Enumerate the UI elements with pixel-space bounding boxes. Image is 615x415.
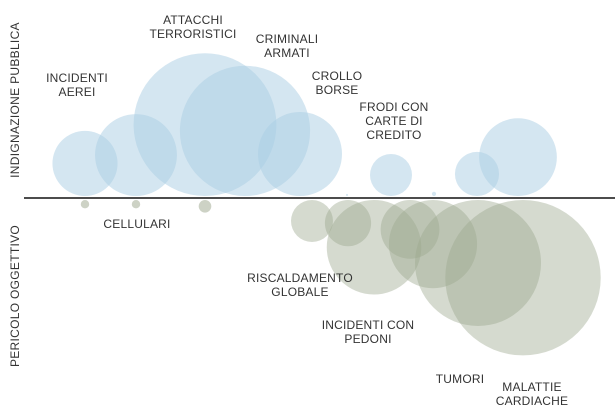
label-line-cellulari: CELLULARI [103,217,170,231]
outrage-bubble-unlabeled-1 [345,193,349,196]
label-tumori: TUMORI [436,372,485,386]
outrage-bubble-crollo-borse [258,112,342,196]
danger-markers [80,200,212,213]
label-frodi-carte-di-credito: FRODI CON CARTE DI CREDITO [359,100,428,142]
danger-bubble-incidenti-con-pedoni [388,200,478,289]
danger-bubbles [291,200,601,356]
danger-bubble-unlabeled-6 [324,200,372,247]
label-line-aerei: AEREI [58,85,95,99]
danger-bubble-tumori [415,200,541,326]
label-line-incidenti: INCIDENTI [46,71,108,85]
danger-bubble-unlabeled-5 [291,200,333,242]
label-crollo-borse: CROLLO BORSE [312,69,363,97]
label-incidenti-aerei: INCIDENTI AEREI [46,71,108,99]
label-line-pedoni: PEDONI [344,332,391,346]
label-line-riscaldamento: RISCALDAMENTO [247,271,353,285]
label-line-globale: GLOBALE [271,285,328,299]
axis-label-danger: PERICOLO OGGETTIVO [8,225,22,367]
danger-marker-incidenti-aerei [80,200,90,209]
label-line-malattie: MALATTIE [502,380,561,394]
danger-bubble-unlabeled-7 [326,200,422,295]
axis-label-outrage: INDIGNAZIONE PUBBLICA [8,22,22,178]
label-line-credito: CREDITO [366,128,421,142]
outrage-bubble-unlabeled-4 [479,118,557,196]
label-line-cardiache: CARDIACHE [496,394,568,408]
danger-marker-cellulari [131,200,141,209]
label-malattie-cardiache: MALATTIE CARDIACHE [496,380,568,408]
label-criminali-armati: CRIMINALI ARMATI [256,32,318,60]
label-incidenti-con-pedoni: INCIDENTI CON PEDONI [322,318,415,346]
label-line-carte-di: CARTE DI [365,114,422,128]
label-attacchi-terroristici: ATTACCHI TERRORISTICI [149,13,236,41]
label-line-crollo: CROLLO [312,69,363,83]
label-riscaldamento-globale: RISCALDAMENTO GLOBALE [247,271,353,299]
label-line-borse: BORSE [315,83,358,97]
outrage-bubbles [52,53,557,197]
outrage-bubble-frodi-carte-di-credito [370,154,412,196]
label-line-attacchi: ATTACCHI [163,13,223,27]
bubble-labels: INCIDENTI AEREI CELLULARI ATTACCHI TERRORIST… [46,13,568,408]
danger-bubble-malattie-cardiache [445,200,601,356]
danger-bubble-riscaldamento-globale [380,200,440,259]
label-line-tumori: TUMORI [436,372,485,386]
outrage-bubble-unlabeled-2 [431,191,437,196]
danger-marker-attacchi-terroristici [198,200,212,213]
label-line-armati: ARMATI [264,46,310,60]
label-line-terroristici: TERRORISTICI [149,27,236,41]
label-line-criminali: CRIMINALI [256,32,318,46]
label-line-incidenti-con: INCIDENTI CON [322,318,415,332]
label-cellulari: CELLULARI [103,217,170,231]
label-line-frodi-con: FRODI CON [359,100,428,114]
